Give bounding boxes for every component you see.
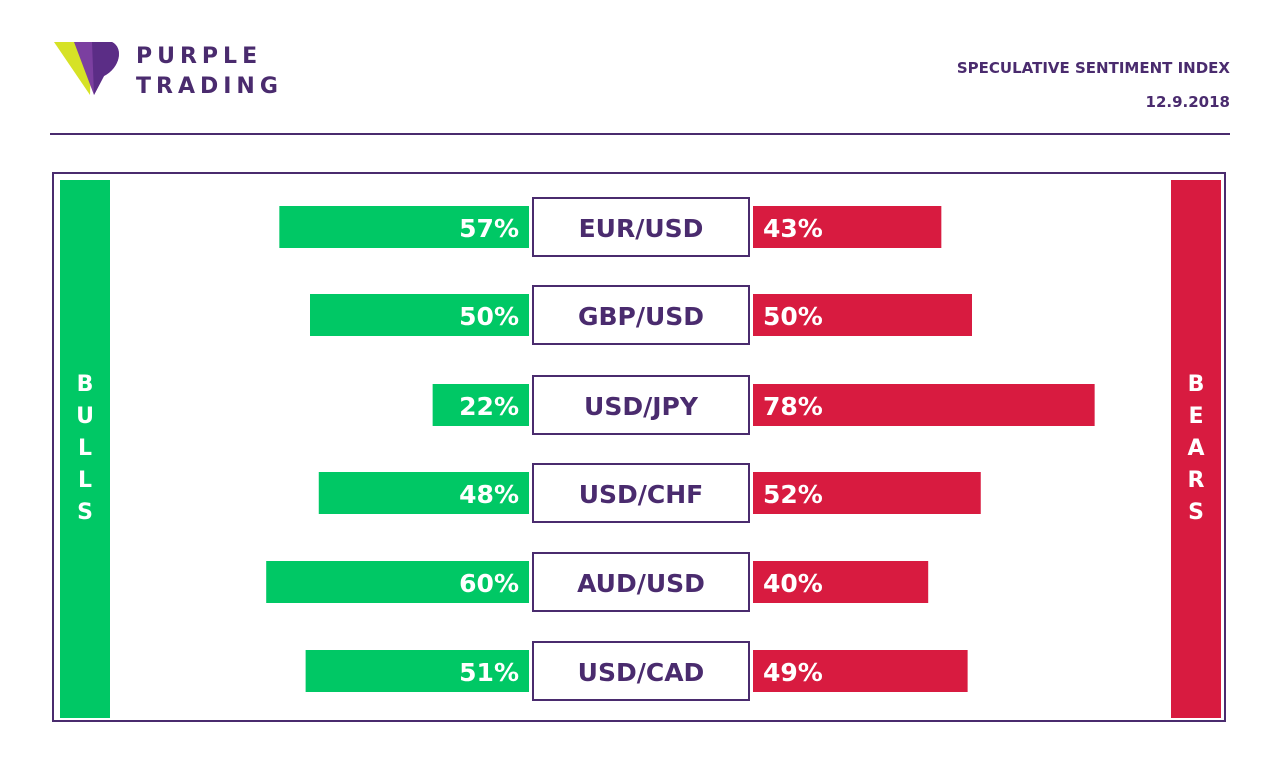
pair-label: USD/JPY (584, 392, 699, 421)
brand-logo: PURPLE TRADING (52, 40, 312, 100)
pair-box (532, 285, 750, 345)
bull-bar-usd-chf (318, 472, 529, 514)
report-header: SPECULATIVE SENTIMENT INDEX 12.9.2018 (957, 58, 1230, 112)
bull-bar-usd-cad (305, 650, 529, 692)
bear-bar-aud-usd (753, 561, 929, 603)
bear-bar-usd-jpy (753, 384, 1095, 426)
bear-bar-eur-usd (753, 206, 942, 248)
report-title: SPECULATIVE SENTIMENT INDEX (956, 59, 1230, 77)
logo-mark-icon (54, 42, 119, 95)
bears-label-letter: E (1188, 404, 1204, 429)
bear-value-label: 40% (763, 569, 823, 598)
pair-box (532, 375, 750, 435)
bear-value-label: 52% (763, 480, 823, 509)
bull-value-label: 48% (459, 480, 519, 509)
pair-box (532, 463, 750, 523)
report-date: 12.9.2018 (1145, 93, 1230, 111)
pair-label: EUR/USD (579, 214, 704, 243)
bears-label-letter: S (1188, 500, 1204, 525)
chart-frame (52, 172, 1226, 722)
bulls-label-letter: S (77, 500, 93, 525)
bulls-label-letter: B (76, 372, 94, 397)
bulls-label-letter: L (77, 468, 93, 493)
pair-label: USD/CAD (578, 658, 705, 687)
bull-value-label: 50% (459, 302, 519, 331)
bull-bar-usd-jpy (432, 384, 529, 426)
pair-label: GBP/USD (578, 302, 704, 331)
bears-label-letter: A (1187, 436, 1205, 461)
bull-value-label: 51% (459, 658, 519, 687)
bull-value-label: 57% (459, 214, 519, 243)
pair-label: USD/CHF (579, 480, 704, 509)
bears-label-letter: R (1187, 468, 1205, 493)
bears-label-letter: B (1187, 372, 1205, 397)
bull-bar-aud-usd (266, 561, 529, 603)
bear-bar-usd-chf (753, 472, 981, 514)
pair-box (532, 552, 750, 612)
bear-value-label: 43% (763, 214, 823, 243)
bull-value-label: 22% (459, 392, 519, 421)
pair-box (532, 197, 750, 257)
bear-bar-gbp-usd (753, 294, 972, 336)
bull-value-label: 60% (459, 569, 519, 598)
pair-label: AUD/USD (577, 569, 705, 598)
header-divider (50, 133, 1230, 135)
bear-bar-usd-cad (753, 650, 968, 692)
bear-value-label: 50% (763, 302, 823, 331)
bulls-label-letter: L (77, 436, 93, 461)
bulls-label-letter: U (76, 404, 94, 429)
brand-line-2: TRADING (136, 74, 283, 99)
bull-bar-eur-usd (279, 206, 529, 248)
brand-name: PURPLE TRADING (136, 42, 283, 102)
bear-value-label: 49% (763, 658, 823, 687)
brand-line-1: PURPLE (136, 44, 263, 69)
bear-value-label: 78% (763, 392, 823, 421)
bull-bar-gbp-usd (310, 294, 529, 336)
pair-box (532, 641, 750, 701)
